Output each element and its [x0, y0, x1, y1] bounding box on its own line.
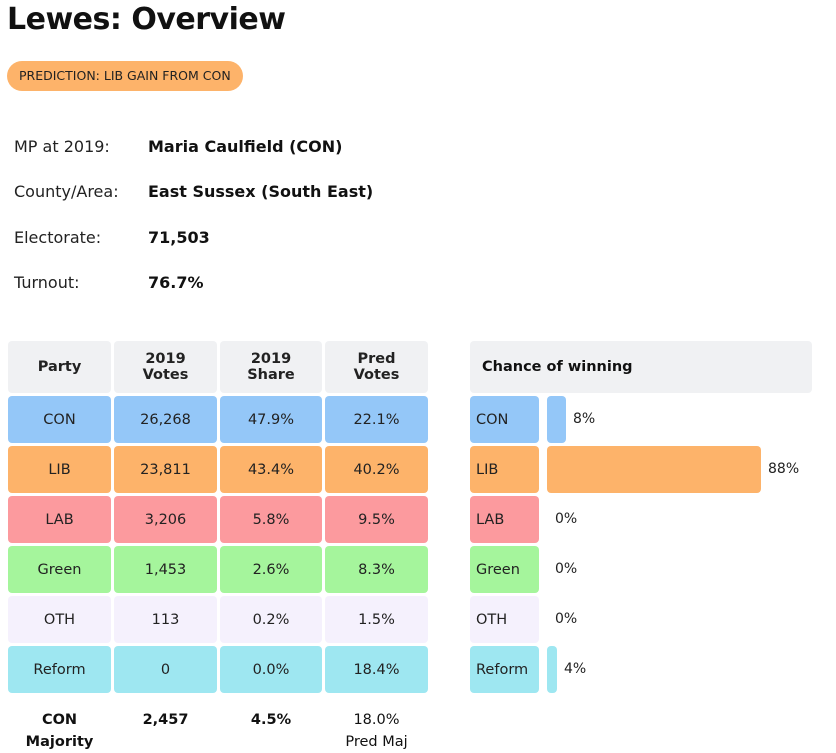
table-cell-share-oth: 0.2%: [220, 596, 322, 643]
chance-percent-reform: 4%: [564, 661, 587, 677]
chance-bar-lib: [547, 446, 761, 493]
table-cell-pred-green: 8.3%: [325, 546, 428, 593]
chance-percent-lib: 88%: [768, 461, 800, 477]
chance-party-green: Green: [470, 546, 539, 593]
page-title: Lewes: Overview: [7, 2, 286, 37]
table-cell-votes-oth: 113: [114, 596, 217, 643]
table-cell-share-green: 2.6%: [220, 546, 322, 593]
footer-pred-maj: 18.0% Pred Maj: [325, 709, 428, 753]
table-cell-party-lab: LAB: [8, 496, 111, 543]
header-pred-line1: Pred: [357, 351, 396, 367]
chance-percent-green: 0%: [555, 561, 578, 577]
footer-votes: 2,457: [142, 712, 189, 728]
table-cell-party-reform: Reform: [8, 646, 111, 693]
footer-share: 4.5%: [250, 712, 292, 728]
chance-party-lib: LIB: [470, 446, 539, 493]
turnout-label: Turnout:: [14, 273, 80, 292]
chance-percent-lab: 0%: [555, 511, 578, 527]
chance-party-con: CON: [470, 396, 539, 443]
table-cell-party-green: Green: [8, 546, 111, 593]
electorate-label: Electorate:: [14, 228, 102, 247]
electorate-value: 71,503: [148, 228, 210, 247]
header-share-line2: Share: [247, 367, 295, 383]
table-cell-party-lib: LIB: [8, 446, 111, 493]
header-pred-votes: Pred Votes: [325, 341, 428, 393]
table-cell-share-con: 47.9%: [220, 396, 322, 443]
footer-party-line2: Majority: [25, 734, 94, 750]
chance-percent-con: 8%: [573, 411, 596, 427]
county-value: East Sussex (South East): [148, 182, 374, 201]
header-votes-line1: 2019: [145, 351, 186, 367]
table-cell-pred-lab: 9.5%: [325, 496, 428, 543]
chance-header: Chance of winning: [470, 341, 812, 393]
chance-party-oth: OTH: [470, 596, 539, 643]
chance-percent-oth: 0%: [555, 611, 578, 627]
header-2019-votes: 2019 Votes: [114, 341, 217, 393]
footer-majority: CON Majority: [8, 709, 111, 753]
turnout-value: 76.7%: [148, 273, 204, 292]
table-cell-party-con: CON: [8, 396, 111, 443]
chance-party-lab: LAB: [470, 496, 539, 543]
table-cell-votes-lib: 23,811: [114, 446, 217, 493]
footer-pred-line1: 18.0%: [353, 712, 400, 728]
table-cell-votes-green: 1,453: [114, 546, 217, 593]
table-cell-pred-lib: 40.2%: [325, 446, 428, 493]
header-share-line1: 2019: [250, 351, 292, 367]
footer-pred-line2: Pred Maj: [345, 734, 408, 750]
table-cell-share-lab: 5.8%: [220, 496, 322, 543]
table-cell-share-reform: 0.0%: [220, 646, 322, 693]
table-cell-share-lib: 43.4%: [220, 446, 322, 493]
header-pred-line2: Votes: [353, 367, 400, 383]
table-cell-votes-reform: 0: [114, 646, 217, 693]
header-party: Party: [8, 341, 111, 393]
table-cell-pred-reform: 18.4%: [325, 646, 428, 693]
table-cell-votes-con: 26,268: [114, 396, 217, 443]
footer-party-line1: CON: [41, 712, 78, 728]
mp-value: Maria Caulfield (CON): [148, 137, 343, 156]
table-cell-votes-lab: 3,206: [114, 496, 217, 543]
chance-party-reform: Reform: [470, 646, 539, 693]
header-votes-line2: Votes: [142, 367, 189, 383]
chance-bar-con: [547, 396, 566, 443]
prediction-badge: PREDICTION: LIB GAIN FROM CON: [7, 61, 243, 91]
table-cell-pred-oth: 1.5%: [325, 596, 428, 643]
table-cell-party-oth: OTH: [8, 596, 111, 643]
mp-label: MP at 2019:: [14, 137, 110, 156]
header-2019-share: 2019 Share: [220, 341, 322, 393]
county-label: County/Area:: [14, 182, 119, 201]
table-cell-pred-con: 22.1%: [325, 396, 428, 443]
chance-bar-reform: [547, 646, 557, 693]
